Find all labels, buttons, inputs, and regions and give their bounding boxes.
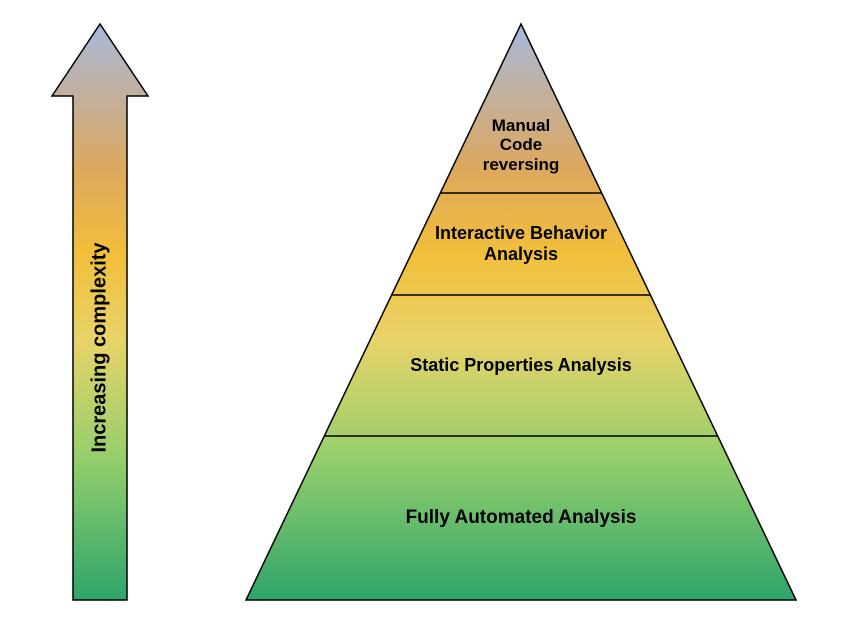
diagram-canvas: Increasing complexity ManualCodereversin… [0, 0, 852, 621]
arrow-label: Increasing complexity [89, 228, 112, 468]
pyramid-level-label: ManualCodereversing [451, 116, 591, 175]
pyramid-level-label: Fully Automated Analysis [331, 507, 711, 529]
pyramid-level-label: Interactive BehaviorAnalysis [391, 223, 651, 264]
pyramid-level-label: Static Properties Analysis [361, 355, 681, 376]
